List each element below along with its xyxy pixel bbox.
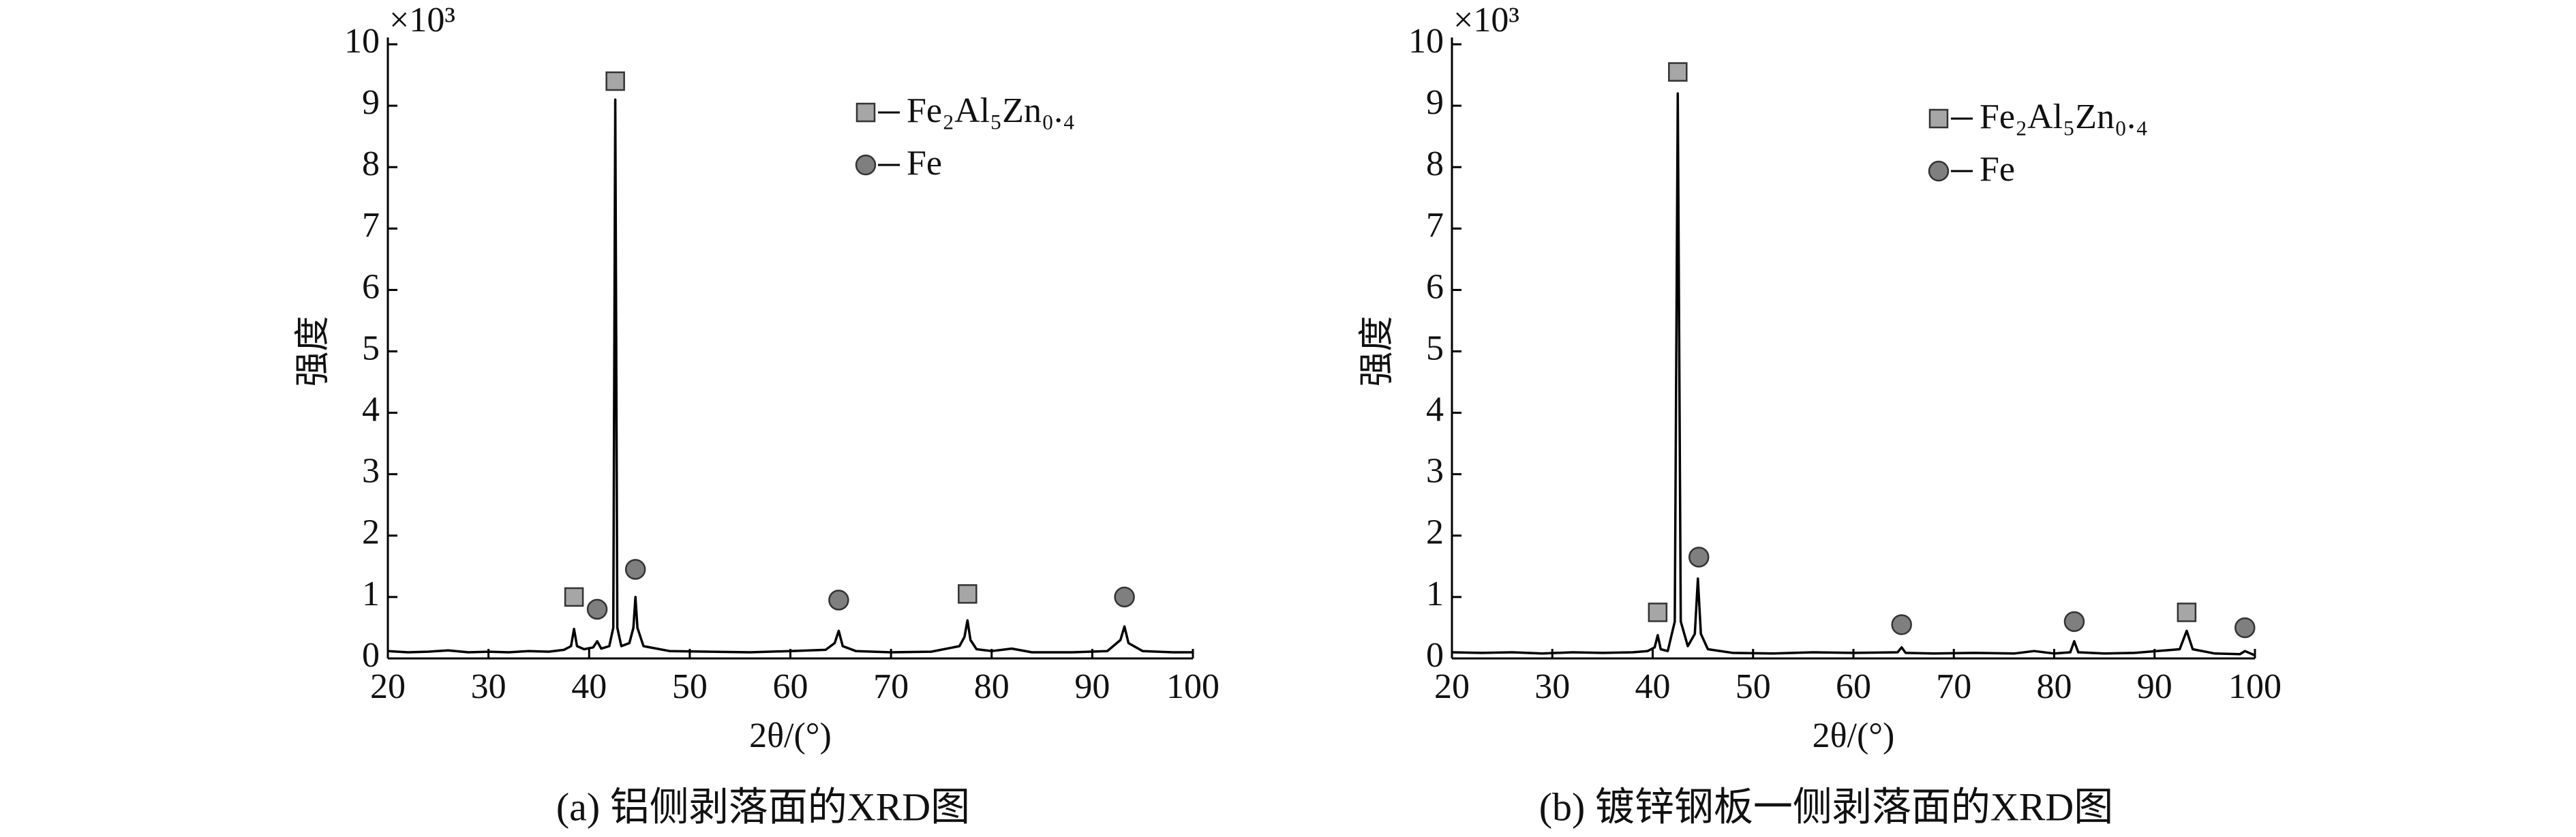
y-tick-label: 8 [362,144,380,183]
legend-label: Fe [1980,150,2015,189]
legend-symbol [855,154,877,176]
y-tick-label: 5 [362,329,380,367]
y-axis-label: 强度 [294,316,333,386]
y-tick-label: 0 [362,636,380,675]
peak-marker [1688,547,1710,568]
xrd-trace [387,98,1193,654]
caption: (a) 铝侧剥落面的XRD图 [556,785,970,829]
x-tick-label: 100 [2228,667,2282,706]
peak-marker [564,587,584,607]
y-tick-label: 2 [1426,513,1444,552]
peak-marker [1668,62,1688,82]
y-tick-label: 5 [1426,329,1444,367]
x-tick-label: 90 [1074,667,1110,706]
legend-symbol [855,102,876,123]
peak-marker [1648,603,1668,622]
x-tick-label: 40 [1635,667,1671,706]
x-tick-label: 100 [1166,667,1219,706]
peak-marker [1891,614,1912,635]
y-tick-label: 10 [1408,22,1444,61]
x-tick-label: 30 [1534,667,1570,706]
legend-label: Fe₂Al₅Zn₀.₄ [1980,97,2148,136]
x-tick-label: 30 [471,667,506,706]
peak-marker [828,590,849,611]
y-unit: ×10³ [389,1,455,40]
x-tick-label: 20 [1434,667,1470,706]
y-tick-label: 3 [362,452,380,491]
peak-marker [605,71,625,91]
y-axis-label: 强度 [1358,316,1397,386]
legend-label: Fe [907,144,942,183]
x-tick-label: 20 [370,667,406,706]
peak-marker [958,584,978,604]
peak-marker [586,598,608,620]
y-unit: ×10³ [1453,1,1519,40]
y-tick-label: 1 [1426,575,1444,613]
x-tick-label: 50 [1736,667,1771,706]
y-tick-label: 4 [1426,391,1444,429]
peak-marker [2234,617,2256,639]
legend-symbol [1928,108,1949,129]
x-tick-label: 90 [2137,667,2172,706]
x-tick-label: 40 [571,667,607,706]
x-axis-label: 2θ/(°) [1813,716,1895,755]
peak-marker [624,559,646,580]
x-axis-label: 2θ/(°) [749,716,832,755]
peak-marker [2177,603,2197,622]
y-tick-label: 9 [362,83,380,122]
peak-marker [2063,611,2085,633]
y-tick-label: 9 [1426,83,1444,122]
peak-marker [1114,586,1135,608]
y-tick-label: 6 [362,267,380,306]
y-tick-label: 4 [362,391,380,429]
xrd-trace [1451,92,2256,657]
y-tick-label: 1 [362,575,380,613]
y-tick-label: 8 [1426,144,1444,183]
x-tick-label: 70 [1936,667,1971,706]
legend-label: Fe₂Al₅Zn₀.₄ [907,91,1075,130]
y-tick-label: 2 [362,513,380,552]
y-tick-label: 10 [344,22,380,61]
y-tick-label: 3 [1426,452,1444,491]
y-tick-label: 0 [1426,636,1444,675]
x-tick-label: 80 [2037,667,2072,706]
y-tick-label: 7 [362,206,380,245]
x-tick-label: 50 [672,667,708,706]
legend-symbol [1928,160,1950,182]
caption: (b) 镀锌钢板一侧剥落面的XRD图 [1539,785,2114,829]
x-tick-label: 60 [773,667,808,706]
y-tick-label: 7 [1426,206,1444,245]
x-tick-label: 60 [1836,667,1871,706]
x-tick-label: 70 [873,667,909,706]
x-tick-label: 80 [974,667,1010,706]
y-tick-label: 6 [1426,267,1444,306]
